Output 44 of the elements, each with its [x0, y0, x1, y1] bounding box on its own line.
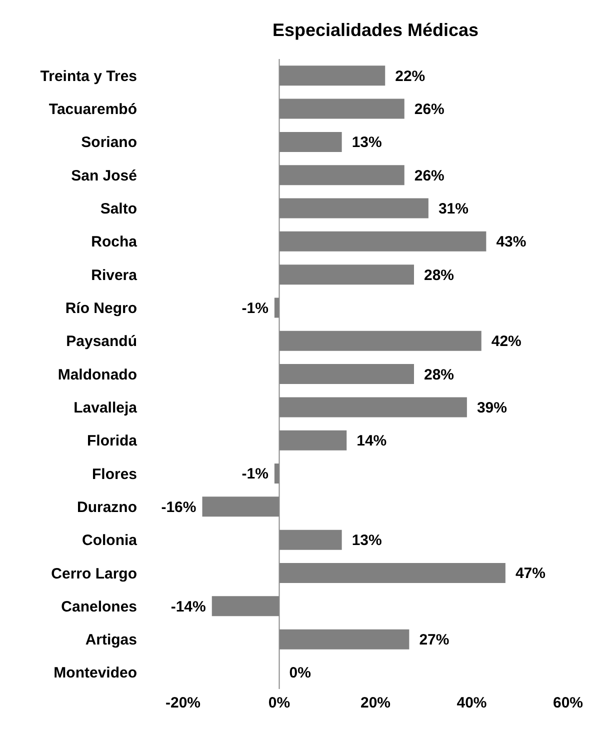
x-tick-label: -20%: [165, 694, 201, 712]
data-label: 31%: [438, 200, 468, 218]
data-label: 42%: [491, 333, 522, 350]
data-label: 22%: [395, 68, 426, 85]
data-label: -16%: [161, 498, 196, 516]
data-label: 43%: [496, 234, 526, 251]
data-label: -14%: [170, 598, 206, 616]
x-tick-label: 20%: [360, 694, 391, 712]
chart-title: Especialidades Médicas: [271, 20, 480, 41]
data-label: 26%: [414, 100, 444, 118]
data-label: -1%: [242, 300, 268, 317]
data-label: -1%: [242, 466, 268, 483]
y-tick-label: Salto: [100, 200, 137, 218]
y-tick-label: Paysandú: [66, 333, 137, 350]
y-tick-label: Treinta y Tres: [40, 68, 137, 85]
y-tick-label: Colonia: [82, 532, 138, 550]
y-tick-label: Maldonado: [58, 366, 137, 384]
y-tick-label: Tacuarembó: [48, 101, 137, 118]
data-label: 14%: [356, 432, 387, 450]
data-label: 28%: [424, 266, 454, 284]
y-tick-label: Soriano: [81, 134, 137, 152]
data-label: 47%: [515, 565, 546, 582]
data-label: 13%: [352, 532, 382, 550]
y-tick-label: Cerro Largo: [51, 565, 137, 582]
data-label: 13%: [352, 134, 382, 152]
y-tick-label: San José: [71, 167, 137, 184]
y-tick-label: Rivera: [91, 266, 138, 284]
x-tick-label: 0%: [268, 694, 290, 712]
y-tick-label: Montevideo: [54, 664, 137, 682]
y-tick-label: Florida: [86, 432, 138, 450]
y-tick-label: Canelones: [61, 598, 137, 616]
data-label: 39%: [476, 399, 507, 416]
x-tick-label: 40%: [456, 694, 487, 712]
y-tick-label: Rocha: [91, 234, 138, 251]
y-tick-label: Artigas: [85, 632, 137, 649]
y-tick-label: Flores: [92, 466, 137, 483]
y-tick-label: Durazno: [77, 498, 137, 516]
y-tick-label: Lavalleja: [74, 399, 138, 416]
data-label: 28%: [424, 366, 454, 384]
y-tick-label: Río Negro: [65, 300, 137, 318]
data-label: 27%: [419, 632, 450, 649]
data-label: 0%: [289, 664, 311, 682]
x-tick-label: 60%: [552, 694, 584, 712]
data-label: 26%: [414, 167, 444, 184]
